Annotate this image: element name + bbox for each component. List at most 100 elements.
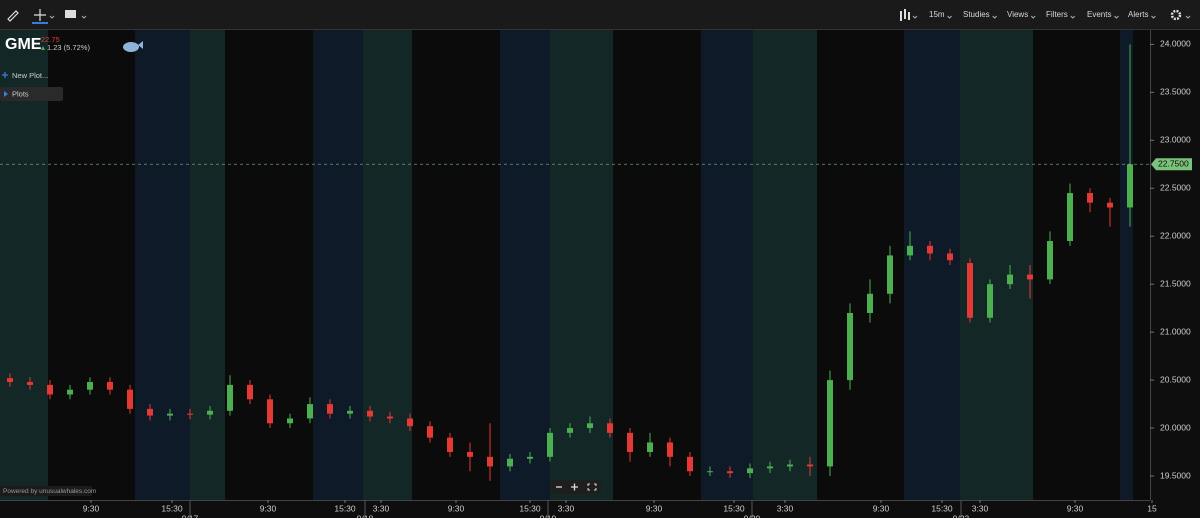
candle-body — [227, 384, 233, 411]
session-band — [550, 30, 613, 500]
candle-body — [1087, 193, 1093, 203]
candle-body — [1027, 274, 1033, 280]
x-tick-label: 15:30 — [931, 503, 953, 513]
settings[interactable] — [1170, 9, 1191, 21]
toolbar-item[interactable]: Views — [1007, 10, 1036, 19]
date-tick-label: 9/20 — [744, 513, 761, 518]
session-band — [904, 30, 960, 500]
footer-bg — [0, 486, 92, 496]
candle-body — [627, 432, 633, 453]
x-tick-label: 15:30 — [723, 503, 745, 513]
toolbar-item[interactable]: 15m — [929, 10, 952, 19]
candle-icon — [900, 9, 910, 21]
caret — [1030, 15, 1036, 19]
x-tick-label: 9:30 — [1067, 503, 1084, 513]
expand-icon — [4, 91, 8, 97]
toolbar-item[interactable]: Alerts — [1128, 10, 1156, 19]
whale-body — [123, 42, 139, 52]
caret — [912, 15, 918, 19]
caret — [947, 15, 952, 19]
candle-body — [267, 399, 273, 424]
y-axis-panel — [1150, 30, 1200, 518]
zoom-in[interactable] — [571, 483, 578, 491]
last-price-tag — [1151, 158, 1192, 171]
plus-icon — [2, 72, 8, 78]
candle-body — [987, 284, 993, 318]
whale-logo — [123, 41, 143, 52]
date-tick-label: 9/18 — [357, 513, 374, 518]
toolbar-item[interactable]: Filters — [1046, 10, 1076, 19]
x-tick-label: 9:30 — [83, 503, 100, 513]
zoom-controls — [551, 480, 601, 494]
candle-body — [287, 418, 293, 424]
x-tick-label: 3:30 — [972, 503, 989, 513]
x-tick-label: 15:30 — [519, 503, 541, 513]
toolbar-label: Events — [1087, 10, 1111, 19]
caret — [992, 15, 998, 19]
draw-tool[interactable] — [7, 10, 19, 22]
candle-body — [547, 432, 553, 457]
candle-body — [27, 382, 33, 385]
session-band — [701, 30, 753, 500]
x-tick-label: 15:30 — [334, 503, 356, 513]
candle-body — [667, 442, 673, 457]
crosshair-tool[interactable] — [32, 9, 55, 24]
plots[interactable]: Plots — [0, 87, 63, 101]
toolbar-item[interactable]: Events — [1087, 10, 1119, 19]
candle-body — [707, 471, 713, 473]
y-tick-label: 23.0000 — [1160, 135, 1191, 145]
candle-body — [327, 404, 333, 414]
date-tick-label: 9/19 — [540, 513, 557, 518]
crosshair-icon — [34, 9, 46, 21]
candle-body — [7, 378, 13, 383]
sidebar-item: Plots — [12, 89, 29, 98]
x-tick-label: 9:30 — [646, 503, 663, 513]
x-tick-label: 9:30 — [448, 503, 465, 513]
candle-body — [1067, 193, 1073, 242]
candle-body — [387, 416, 393, 419]
candle-body — [907, 245, 913, 256]
x-tick-label: 9:30 — [260, 503, 277, 513]
candle-body — [407, 418, 413, 427]
comment-tool[interactable] — [65, 10, 87, 19]
candle-type[interactable] — [900, 9, 918, 21]
pencil-icon — [7, 10, 19, 22]
candle-body — [927, 245, 933, 254]
gear-icon — [1170, 9, 1182, 21]
candle-body — [187, 413, 193, 415]
candle-body — [887, 255, 893, 294]
y-tick-label: 20.0000 — [1160, 422, 1191, 432]
candle-body — [847, 312, 853, 381]
candle-body — [87, 382, 93, 390]
caret — [1114, 15, 1119, 19]
candle-body — [507, 458, 513, 467]
candle-body — [747, 468, 753, 474]
x-tick-label: 15 — [1147, 503, 1157, 513]
session-band — [313, 30, 363, 500]
candle-body — [307, 404, 313, 419]
candle-body — [47, 384, 53, 395]
ticker: GME — [5, 36, 42, 53]
up-arrow — [41, 46, 45, 50]
toolbar-label: Views — [1007, 10, 1028, 19]
date-tick-label: 9/17 — [182, 513, 199, 518]
x-tick-label: 3:30 — [373, 503, 390, 513]
candle-body — [127, 389, 133, 409]
candle-body — [367, 410, 373, 417]
candle-body — [767, 466, 773, 469]
fit[interactable] — [587, 483, 597, 491]
candle-body — [867, 293, 873, 313]
session-band — [363, 30, 412, 500]
new-plot[interactable]: New Plot... — [2, 71, 48, 80]
candle-body — [447, 437, 453, 453]
candle-body — [167, 413, 173, 416]
session-band — [1120, 30, 1133, 500]
toolbar-label: Filters — [1046, 10, 1068, 19]
session-band — [753, 30, 817, 500]
toolbar-item[interactable]: Studies — [963, 10, 998, 19]
candle-body — [807, 464, 813, 467]
candle-body — [947, 253, 953, 261]
y-tick-label: 22.5000 — [1160, 183, 1191, 193]
y-tick-label: 20.5000 — [1160, 374, 1191, 384]
caret — [1185, 15, 1191, 19]
